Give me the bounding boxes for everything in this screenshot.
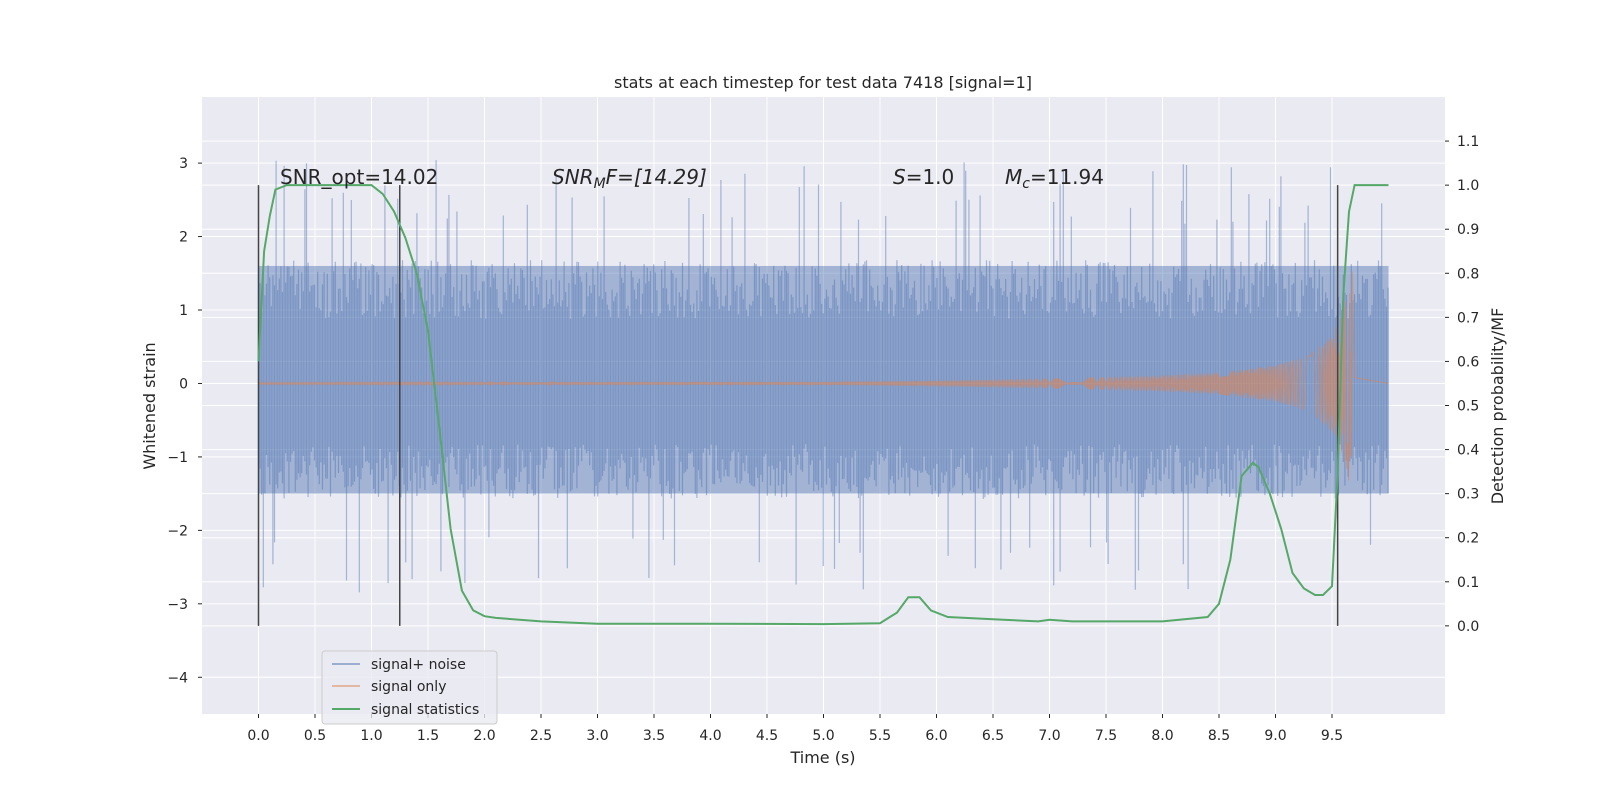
x-tick-label: 1.5: [417, 728, 439, 744]
legend-box: [321, 650, 498, 725]
x-tick-label: 5.0: [812, 728, 834, 744]
x-tick-label: 9.5: [1321, 728, 1343, 744]
annotation-mc-symbol: M: [1005, 165, 1022, 189]
x-tick-label: 0.5: [304, 728, 326, 744]
y-left-tick-label: 0: [179, 376, 188, 392]
x-tick-label: 2.5: [530, 728, 552, 744]
y-left-tick-label: 2: [179, 230, 188, 246]
legend-label-signal-noise: signal+ noise: [371, 657, 466, 673]
annotation-snr-opt: SNR_opt=14.02: [280, 165, 438, 189]
grid: [202, 97, 1445, 714]
x-tick-label: 0.0: [247, 728, 269, 744]
y-right-tick-label: 0.8: [1457, 266, 1479, 282]
ticks: 0.0 0.5 1.0 1.5 2.0 2.5 3.0 3.5 4.0 4.5 5.0 5.5 6.0 6…: [167, 134, 1479, 744]
y-left-tick-label: 1: [179, 303, 188, 319]
y-right-tick-label: 0.1: [1457, 575, 1479, 591]
x-tick-label: 4.0: [699, 728, 721, 744]
annotation-mc-value: =11.94: [1030, 165, 1104, 189]
x-tick-label: 5.5: [869, 728, 891, 744]
y-right-tick-label: 0.7: [1457, 310, 1479, 326]
x-tick-label: 3.0: [586, 728, 608, 744]
annotation-snr-mf-value: F=[14.29]: [606, 165, 707, 189]
x-tick-label: 8.5: [1208, 728, 1230, 744]
annotation-mc-subscript: c: [1022, 176, 1030, 192]
y-right-tick-label: 0.2: [1457, 531, 1479, 547]
annotation-s-symbol: S: [893, 165, 906, 189]
annotation-snr-mf-subscript: M: [594, 176, 606, 192]
y-right-tick-label: 1.1: [1457, 134, 1479, 150]
x-tick-label: 6.0: [925, 728, 947, 744]
annotation-s: S=1.0: [893, 165, 954, 189]
legend-label-signal-statistics: signal statistics: [371, 702, 479, 718]
y-left-tick-label: −2: [167, 523, 188, 539]
annotation-snr-mf-symbol: SNR: [552, 165, 594, 189]
y-left-tick-label: 3: [179, 156, 188, 172]
y-axis-label-right: Detection probability/MF: [1488, 308, 1507, 505]
y-right-tick-label: 0.5: [1457, 399, 1479, 415]
x-tick-label: 6.5: [982, 728, 1004, 744]
annotation-mc: Mc=11.94: [1005, 165, 1104, 192]
annotation-snr-mf: SNRMF=[14.29]: [552, 165, 707, 192]
y-left-tick-label: −1: [167, 450, 188, 466]
y-left-tick-label: −4: [167, 670, 188, 686]
signal-only-line: [258, 271, 1389, 481]
x-tick-label: 4.5: [756, 728, 778, 744]
x-tick-label: 1.0: [360, 728, 382, 744]
vertical-markers: [257, 185, 1339, 626]
legend: signal+ noise signal only signal statist…: [321, 650, 498, 725]
y-right-tick-label: 0.3: [1457, 487, 1479, 503]
annotation-s-value: =1.0: [906, 165, 955, 189]
x-tick-label: 2.0: [473, 728, 495, 744]
x-axis-label: Time (s): [789, 748, 855, 767]
y-right-tick-label: 0.4: [1457, 443, 1479, 459]
legend-label-signal-only: signal only: [371, 679, 446, 695]
chart-title: stats at each timestep for test data 741…: [614, 73, 1032, 92]
signal-statistics-line: [257, 184, 1389, 626]
y-right-tick-label: 1.0: [1457, 178, 1479, 194]
signal-only-series: [258, 271, 1389, 481]
y-left-tick-label: −3: [167, 597, 188, 613]
x-tick-label: 9.0: [1264, 728, 1286, 744]
signal-statistics-series: [257, 184, 1389, 626]
x-tick-label: 7.0: [1038, 728, 1060, 744]
y-right-tick-label: 0.6: [1457, 354, 1479, 370]
y-axis-label-left: Whitened strain: [140, 342, 159, 469]
x-tick-label: 8.0: [1151, 728, 1173, 744]
y-right-tick-label: 0.9: [1457, 222, 1479, 238]
y-right-tick-label: 0.0: [1457, 619, 1479, 635]
x-tick-label: 7.5: [1095, 728, 1117, 744]
x-tick-label: 3.5: [643, 728, 665, 744]
